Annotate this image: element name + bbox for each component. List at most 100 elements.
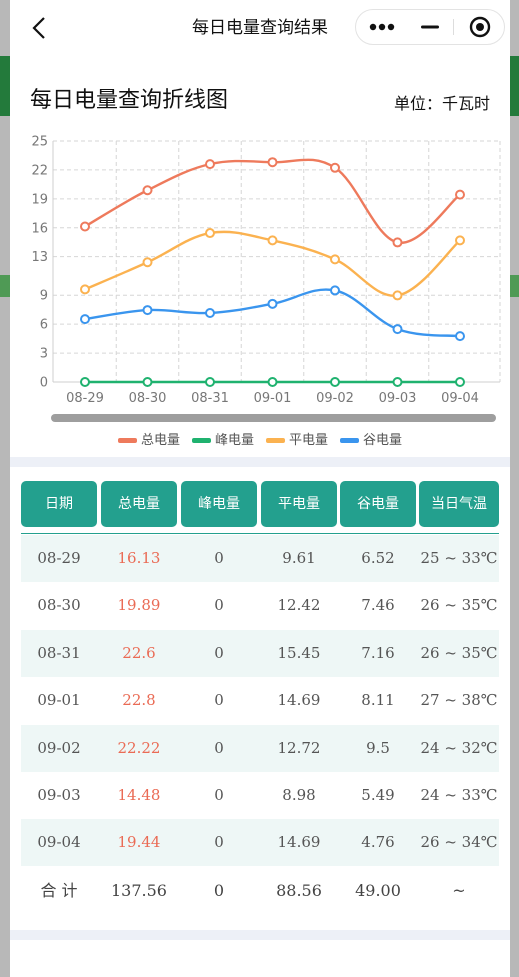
table-cell: 26 ~ 35℃ <box>420 596 498 615</box>
table-cell: 22.8 <box>122 691 156 710</box>
table-cell: 7.16 <box>361 643 395 662</box>
legend-swatch <box>191 438 211 443</box>
table-cell: 0 <box>214 786 224 804</box>
data-point <box>392 377 403 387</box>
more-dots-icon[interactable] <box>358 10 406 44</box>
data-point <box>455 189 465 200</box>
x-tick-label: 09-04 <box>441 391 479 406</box>
table-row: 09-01 22.8 0 14.69 8.11 27 ~ 38℃ <box>21 677 499 724</box>
target-circle-icon[interactable] <box>456 10 504 44</box>
table-cell: 0 <box>214 833 224 852</box>
table-cell: 0 <box>214 691 224 710</box>
table-header-cell: 当日气温 <box>419 481 499 527</box>
y-tick-label: 3 <box>40 347 48 362</box>
mini-program-capsule <box>355 9 505 45</box>
minus-icon[interactable] <box>406 10 454 44</box>
data-point <box>80 221 90 232</box>
table-row: 08-29 16.13 0 9.61 6.52 25 ~ 33℃ <box>21 535 499 582</box>
data-point <box>142 185 153 196</box>
table-row: 09-02 22.22 0 12.72 9.5 24 ~ 32℃ <box>21 724 499 772</box>
x-tick-label: 09-01 <box>254 391 292 406</box>
table-cell: ~ <box>452 880 466 900</box>
table-cell: 12.72 <box>277 738 321 757</box>
chart-legend: 总电量 峰电量 平电量 谷电量 <box>10 429 510 448</box>
y-tick-label: 22 <box>31 163 48 178</box>
data-point <box>142 305 153 316</box>
data-point <box>330 162 340 173</box>
table-cell: 09-01 <box>37 691 81 710</box>
data-point <box>267 377 278 387</box>
section-divider <box>10 457 510 467</box>
chart-scrollbar[interactable] <box>51 414 496 422</box>
table-cell: 137.56 <box>111 880 167 900</box>
table-cell: 19.89 <box>117 596 161 615</box>
legend-swatch <box>117 438 137 443</box>
table-cell: 14.69 <box>277 691 321 710</box>
legend-label: 总电量 <box>140 433 180 448</box>
data-point <box>267 235 278 246</box>
table-cell: 0 <box>213 880 225 900</box>
legend-label: 谷电量 <box>363 433 403 448</box>
table-cell: 8.98 <box>282 786 316 804</box>
y-tick-label: 9 <box>40 289 48 304</box>
navbar: 每日电量查询结果 <box>10 0 510 56</box>
result-panel: 每日电量查询结果 每日电量查询折线图 单位：千瓦时 0 3 6 9 13 16 19 22 25… <box>10 0 510 977</box>
data-point <box>330 285 340 296</box>
table-row: 09-03 14.48 0 8.98 5.49 24 ~ 33℃ <box>21 772 499 819</box>
capsule-divider <box>453 19 454 35</box>
legend-item[interactable]: 峰电量 <box>191 429 254 448</box>
table-cell: 24 ~ 33℃ <box>420 786 498 804</box>
data-point <box>205 307 215 318</box>
series-line <box>84 288 461 338</box>
table-cell: 22.22 <box>117 738 161 757</box>
x-tick-label: 08-31 <box>191 391 229 406</box>
data-point <box>392 237 403 248</box>
table-cell: 0 <box>214 643 224 662</box>
table-cell: 0 <box>214 549 224 567</box>
data-point <box>330 254 340 265</box>
data-point <box>205 377 215 387</box>
chevron-left-icon[interactable] <box>26 14 54 42</box>
table-cell: 08-31 <box>37 643 81 662</box>
legend-swatch <box>340 438 360 443</box>
chart-heading: 每日电量查询折线图 <box>30 88 229 113</box>
table-header-cell: 峰电量 <box>181 481 257 527</box>
table-cell: 14.48 <box>117 786 161 804</box>
legend-item[interactable]: 谷电量 <box>340 429 402 448</box>
table-cell: 14.69 <box>277 833 321 852</box>
legend-label: 平电量 <box>289 433 329 448</box>
data-point <box>205 159 215 170</box>
table-cell: 26 ~ 34℃ <box>420 833 498 852</box>
table-cell: 09-02 <box>37 738 81 757</box>
y-tick-label: 19 <box>31 192 48 207</box>
table-cell: 15.45 <box>277 643 321 662</box>
table-cell: 19.44 <box>117 833 161 852</box>
y-tick-label: 6 <box>40 318 48 333</box>
data-point <box>80 314 90 325</box>
legend-item[interactable]: 总电量 <box>117 429 180 448</box>
table-header-line <box>21 533 499 534</box>
y-tick-label: 0 <box>40 376 48 391</box>
table-cell: 27 ~ 38℃ <box>420 691 498 710</box>
legend-item[interactable]: 平电量 <box>266 429 328 448</box>
data-point <box>205 228 215 239</box>
table-cell: 26 ~ 35℃ <box>420 643 498 662</box>
section-divider-bottom <box>10 930 510 940</box>
table-header-cell: 谷电量 <box>340 481 416 527</box>
data-point <box>142 377 153 387</box>
legend-label: 峰电量 <box>214 433 254 448</box>
table-cell: 0 <box>214 738 224 757</box>
table-cell: 24 ~ 32℃ <box>420 738 498 757</box>
line-chart: 0 3 6 9 13 16 19 22 25 08-29 08-30 08-31 09-01 09-02 0… <box>31 135 501 406</box>
data-point <box>330 377 340 387</box>
table-cell: 22.6 <box>122 643 156 662</box>
y-tick-label: 16 <box>31 221 48 236</box>
data-point <box>392 290 403 301</box>
x-tick-label: 09-03 <box>379 391 417 406</box>
data-point <box>455 331 465 342</box>
chart-unit: 单位：千瓦时 <box>393 94 490 113</box>
table-total-row: 合 计 137.56 0 88.56 49.00 ~ <box>21 867 499 914</box>
x-tick-label: 08-29 <box>66 391 104 406</box>
table-cell: 12.42 <box>277 596 321 615</box>
table-header-cell: 平电量 <box>261 481 337 527</box>
